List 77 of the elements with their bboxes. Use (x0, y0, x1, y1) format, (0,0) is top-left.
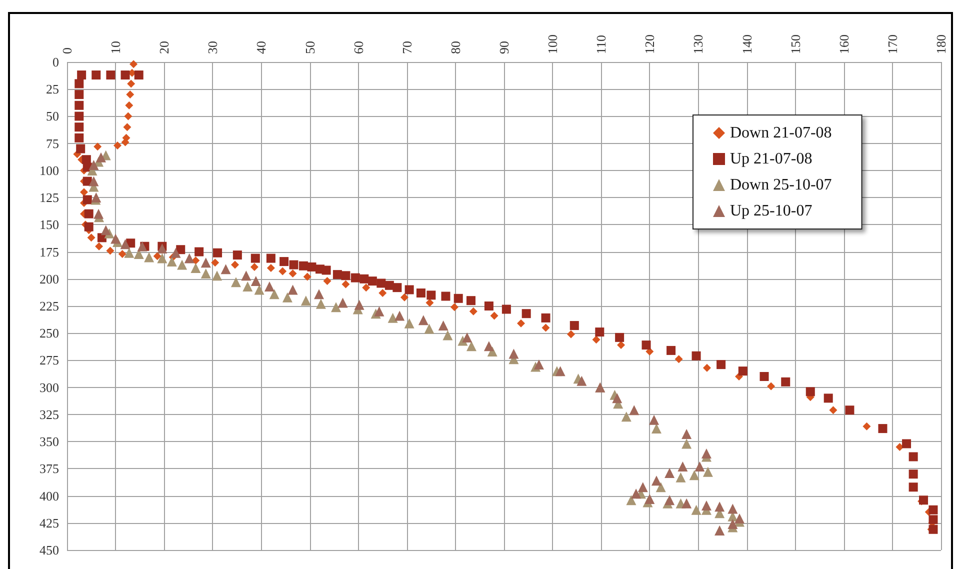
point (100, 225, 111, 236)
legend-label: Up 21-07-08 (730, 150, 812, 168)
x-tick-label: 60 (350, 41, 366, 54)
point (682, 428, 692, 439)
point (555, 366, 566, 376)
x-tick-label: 10 (108, 41, 124, 54)
point (701, 500, 712, 511)
point (184, 253, 194, 264)
point (241, 270, 252, 281)
point (701, 448, 712, 458)
x-tick-label: 30 (205, 41, 220, 54)
y-tick-label: 400 (40, 488, 59, 504)
y-tick-label: 350 (40, 434, 59, 450)
point (264, 281, 274, 292)
point (438, 320, 448, 331)
x-tick-label: 40 (254, 41, 269, 54)
y-tick-label: 225 (40, 298, 59, 314)
y-tick-label: 425 (40, 515, 59, 530)
x-tick-label: 90 (496, 41, 512, 54)
y-tick-label: 450 (40, 542, 59, 558)
point (576, 376, 587, 386)
point (200, 258, 211, 268)
point (728, 518, 738, 529)
x-tick-label: 80 (448, 41, 463, 54)
point (664, 495, 675, 506)
y-tick-label: 100 (40, 162, 59, 178)
point (394, 310, 405, 321)
x-tick-label: 150 (788, 34, 803, 54)
point (374, 306, 384, 316)
point (418, 315, 428, 326)
point (678, 462, 688, 472)
point (314, 289, 324, 300)
x-tick-label: 160 (836, 34, 852, 54)
point (651, 476, 662, 486)
x-tick-label: 180 (934, 34, 948, 54)
point (649, 414, 660, 425)
y-tick-label: 75 (46, 136, 59, 151)
x-tick-label: 110 (594, 34, 609, 54)
legend-label: Down 21-07-08 (730, 124, 832, 142)
x-tick-label: 120 (642, 34, 658, 54)
point (664, 468, 675, 478)
point (644, 494, 655, 504)
y-tick-label: 150 (40, 217, 59, 232)
y-tick-label: 125 (40, 190, 59, 206)
point (534, 360, 544, 370)
point (338, 298, 348, 308)
point (137, 241, 148, 252)
legend-label: Up 25-10-07 (730, 202, 812, 220)
y-tick-label: 175 (40, 244, 59, 260)
y-tick-label: 200 (40, 271, 59, 286)
x-tick-label: 140 (739, 34, 754, 54)
x-tick-label: 70 (399, 41, 414, 54)
x-tick-label: 20 (156, 41, 172, 54)
point (250, 276, 261, 286)
y-tick-label: 325 (40, 406, 59, 422)
point (728, 504, 738, 514)
x-tick-label: 0 (60, 48, 74, 54)
point (220, 264, 231, 274)
x-tick-label: 130 (690, 34, 706, 54)
x-tick-label: 50 (302, 41, 318, 54)
point (629, 405, 640, 416)
y-tick-label: 50 (46, 108, 59, 124)
x-tick-label: 170 (884, 34, 900, 54)
point (110, 234, 121, 244)
y-tick-label: 275 (40, 352, 59, 368)
point (94, 208, 104, 219)
y-tick-label: 0 (52, 54, 59, 70)
y-tick-label: 300 (40, 380, 59, 395)
y-tick-label: 25 (46, 82, 59, 97)
point (734, 514, 744, 524)
legend-label: Down 25-10-07 (730, 176, 832, 194)
point (157, 244, 168, 254)
point (288, 284, 298, 295)
point (694, 462, 705, 472)
x-tick-label: 100 (545, 34, 560, 54)
y-tick-label: 375 (40, 461, 59, 476)
y-tick-label: 250 (40, 326, 59, 341)
